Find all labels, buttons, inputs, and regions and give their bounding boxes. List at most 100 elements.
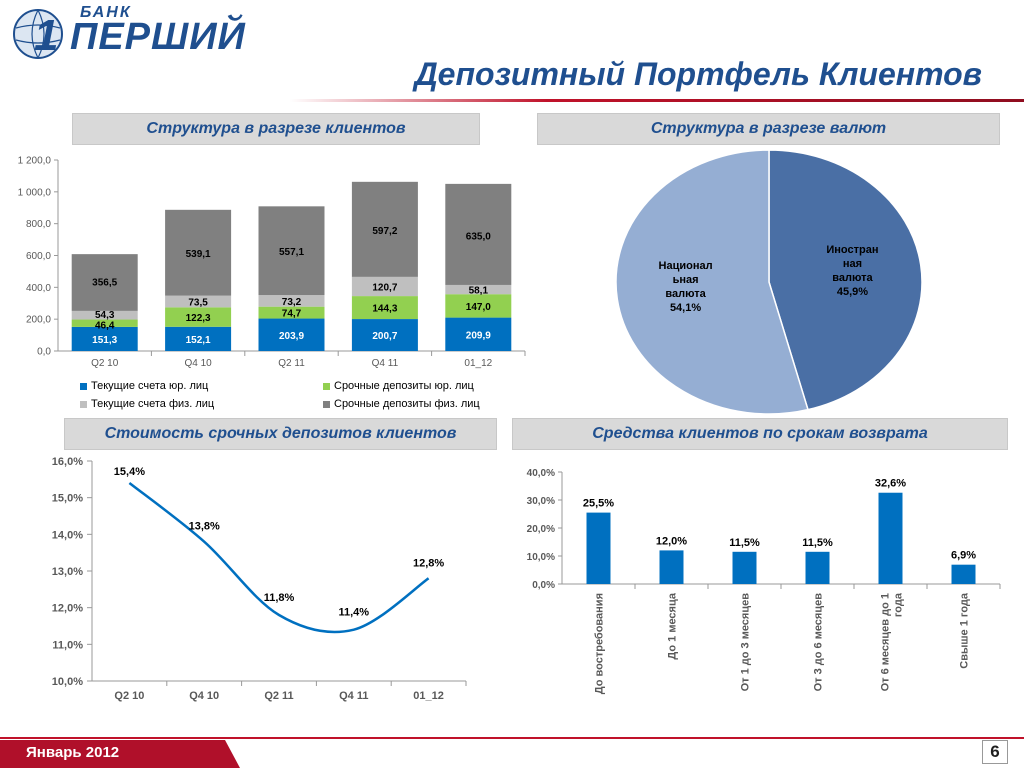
pie-label: 54,1% <box>670 302 701 314</box>
data-label: 15,4% <box>114 466 145 478</box>
data-label: 635,0 <box>466 231 491 242</box>
y-tick-label: 30,0% <box>527 496 555 507</box>
bar-segment <box>351 181 418 277</box>
x-tick-label: Q4 10 <box>189 690 219 702</box>
x-tick-label: Свыше 1 года <box>959 592 971 669</box>
bar-segment <box>445 183 512 285</box>
bar-segment <box>71 254 138 311</box>
legend-label: Срочные депозиты физ. лиц <box>334 398 480 410</box>
data-label: 152,1 <box>186 335 211 346</box>
data-label: 58,1 <box>469 286 489 297</box>
bar-segment <box>71 326 138 351</box>
legend-label: Срочные депозиты юр. лиц <box>334 380 474 392</box>
stacked-bar-chart: 0,0 200,0 400,0 600,0 800,0 1 000,0 1 200,0 151… <box>18 156 526 369</box>
x-tick-label: Q2 11 <box>264 690 293 702</box>
data-label: 11,8% <box>264 592 295 604</box>
data-label: 12,8% <box>413 557 444 569</box>
data-label: 203,9 <box>279 331 304 342</box>
y-tick-label: 20,0% <box>527 524 555 535</box>
footer-date: Январь 2012 <box>26 744 120 761</box>
series-line <box>128 482 430 634</box>
pie-label: 45,9% <box>837 286 868 298</box>
x-tick-label: От 6 месяцев до 1года <box>880 592 905 691</box>
data-label: 11,5% <box>802 537 833 549</box>
data-label: 25,5% <box>583 498 614 510</box>
data-label: 151,3 <box>92 335 117 346</box>
footer-bar <box>0 737 1024 768</box>
x-tick-label: Q2 10 <box>91 358 119 369</box>
panel-header-cost: Стоимость срочных депозитов клиентов <box>64 418 497 450</box>
legend-label: Текущие счета физ. лиц <box>91 398 215 410</box>
bar-segment <box>165 307 232 327</box>
pie-slice <box>615 149 809 415</box>
bar-segment <box>258 306 325 319</box>
bar-segment <box>258 295 325 307</box>
panel-header-clients: Структура в разрезе клиентов <box>72 113 480 145</box>
data-label: 557,1 <box>279 247 304 258</box>
pie-label: валюта <box>665 288 706 300</box>
bar <box>732 551 757 584</box>
pie-label: ьная <box>673 274 699 286</box>
bar-segment <box>165 326 232 351</box>
y-tick-label: 14,0% <box>52 529 83 541</box>
x-tick-label: Q4 10 <box>184 358 212 369</box>
line-chart: 10,0% 11,0% 12,0% 13,0% 14,0% 15,0% 16,0% Q2 10… <box>52 456 467 702</box>
y-tick-label: 1 200,0 <box>18 156 52 167</box>
data-label: 46,4 <box>95 321 115 332</box>
logo-small-text: БАНК <box>80 4 132 21</box>
data-label: 597,2 <box>372 226 397 237</box>
y-tick-label: 12,0% <box>52 603 83 615</box>
page-number: 6 <box>982 740 1008 764</box>
x-tick-label: 01_12 <box>464 358 492 369</box>
y-tick-label: 400,0 <box>26 283 51 294</box>
legend-item: Текущие счета юр. лиц <box>80 380 208 392</box>
bar-segment <box>351 296 418 320</box>
bar <box>805 551 830 584</box>
panel-header-currencies: Структура в разрезе валют <box>537 113 1000 145</box>
data-label: 147,0 <box>466 302 491 313</box>
page-title: Депозитный Портфель Клиентов <box>414 56 982 92</box>
data-label: 74,7 <box>282 309 302 320</box>
logo-digit: 1 <box>34 11 58 60</box>
bank-logo: 1 БАНК ПЕРШИЙ <box>8 2 268 62</box>
legend-swatch-lightgray <box>80 400 87 408</box>
bar-segment <box>445 294 512 318</box>
pie-label: ная <box>843 258 862 270</box>
y-tick-label: 1 000,0 <box>18 187 52 198</box>
y-tick-label: 15,0% <box>52 493 83 505</box>
y-tick-label: 600,0 <box>26 251 51 262</box>
legend-item: Срочные депозиты физ. лиц <box>323 398 480 410</box>
pie-slice <box>768 149 923 411</box>
data-label: 54,3 <box>95 310 115 321</box>
legend-swatch-blue <box>80 382 87 390</box>
y-tick-label: 10,0% <box>527 552 555 563</box>
data-label: 122,3 <box>186 313 211 324</box>
legend-swatch-gray <box>323 400 330 408</box>
bar <box>878 492 903 584</box>
y-tick-label: 11,0% <box>52 639 83 651</box>
bar-segment <box>258 318 325 351</box>
data-label: 73,2 <box>282 297 302 308</box>
x-tick-label: Q2 11 <box>278 358 305 369</box>
bar <box>951 564 976 584</box>
bar-segment <box>71 319 138 327</box>
x-tick-label: До востребования <box>594 593 606 694</box>
pie-chart: Иностран ная валюта 45,9% Национал ьная валюта… <box>615 149 923 415</box>
pie-label: Национал <box>659 260 713 272</box>
x-tick-label: 01_12 <box>413 690 444 702</box>
x-tick-label: Q4 11 <box>339 690 368 702</box>
data-label: 209,9 <box>466 330 491 341</box>
data-label: 11,5% <box>729 537 760 549</box>
y-tick-label: 40,0% <box>527 468 555 479</box>
y-tick-label: 0,0% <box>532 580 555 591</box>
data-label: 32,6% <box>875 478 906 490</box>
data-label: 12,0% <box>656 535 687 547</box>
logo-big-text: ПЕРШИЙ <box>70 16 246 58</box>
legend-label: Текущие счета юр. лиц <box>91 380 209 392</box>
bar-segment <box>445 284 512 295</box>
pie-label: валюта <box>832 272 873 284</box>
data-label: 144,3 <box>372 304 397 315</box>
bar-segment <box>165 295 232 308</box>
bar-segment <box>71 310 138 320</box>
data-label: 11,4% <box>339 607 370 619</box>
